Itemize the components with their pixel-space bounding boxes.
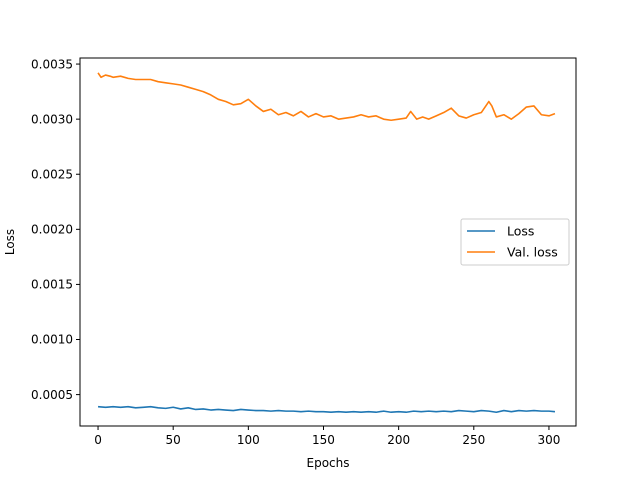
y-tick-label: 0.0035 [31,57,73,71]
x-tick-label: 50 [166,433,181,447]
y-axis-label: Loss [3,229,17,255]
y-tick-label: 0.0015 [31,278,73,292]
y-tick-label: 0.0005 [31,388,73,402]
y-tick-label: 0.0020 [31,223,73,237]
x-axis: 0 50 100 150 200 250 300 [94,426,560,447]
legend: Loss Val. loss [460,218,570,266]
x-tick-label: 300 [537,433,560,447]
axes-frame [79,57,577,427]
x-axis-label: Epochs [307,456,350,470]
y-tick-label: 0.0030 [31,112,73,126]
x-tick-label: 200 [387,433,410,447]
x-tick-label: 250 [462,433,485,447]
x-tick-label: 100 [237,433,260,447]
series-line-1 [97,72,556,122]
y-tick-label: 0.0010 [31,333,73,347]
x-tick-label: 0 [94,433,102,447]
x-tick-label: 150 [312,433,335,447]
legend-label-val-loss: Val. loss [507,245,558,260]
y-tick-label: 0.0025 [31,167,73,181]
y-axis: 0.0005 0.0010 0.0015 0.0020 0.0025 0.0030 0.00… [31,57,80,402]
plot-area [97,72,556,414]
legend-label-loss: Loss [507,224,534,239]
series-line-0 [97,405,556,414]
